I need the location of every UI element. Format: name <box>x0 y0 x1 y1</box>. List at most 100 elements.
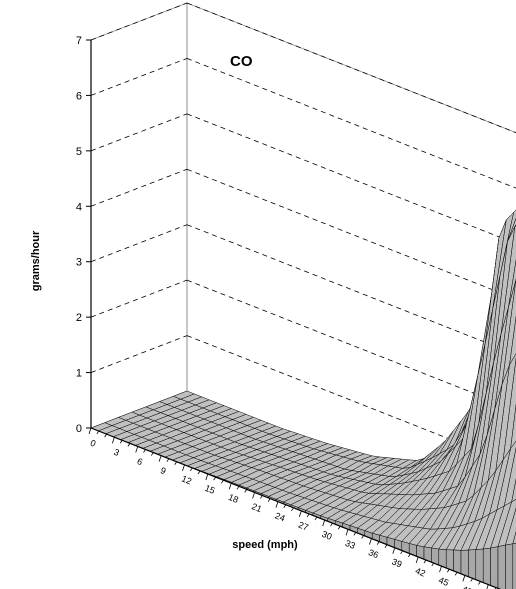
x-tick-label: 18 <box>227 492 240 505</box>
gridline-side <box>90 113 188 152</box>
x-tick-label: 39 <box>390 556 403 569</box>
x-tick-mark <box>470 578 474 582</box>
surface-front-face <box>460 549 469 578</box>
x-tick-label: 48 <box>461 584 474 589</box>
y-axis-label: grams/hour <box>30 230 42 291</box>
x-tick-label: 42 <box>414 566 427 579</box>
x-tick-mark <box>322 519 326 527</box>
x-tick-label: 12 <box>180 474 193 487</box>
x-tick-mark <box>213 476 216 481</box>
surface-front-face <box>505 543 514 589</box>
x-tick-mark <box>400 550 403 555</box>
x-tick-mark <box>236 486 240 490</box>
x-tick-mark <box>104 433 107 438</box>
x-tick-mark <box>408 553 411 558</box>
surface-cell <box>510 403 516 450</box>
x-tick-mark <box>135 446 139 453</box>
x-tick-mark <box>478 581 481 585</box>
x-tick-mark <box>446 569 450 573</box>
x-tick-mark <box>88 427 92 435</box>
x-tick-mark <box>462 575 466 582</box>
gridline-side <box>90 168 188 207</box>
x-tick-mark <box>111 437 115 444</box>
surface-cell <box>512 531 516 545</box>
x-tick-mark <box>330 522 333 527</box>
x-tick-label: 0 <box>89 438 97 449</box>
x-tick-mark <box>244 489 248 493</box>
x-tick-label: 30 <box>320 529 333 542</box>
x-tick-mark <box>306 513 310 518</box>
x-tick-mark <box>494 587 497 589</box>
gridline-back <box>186 2 516 134</box>
x-tick-mark <box>486 584 489 589</box>
x-tick-label: 21 <box>250 501 263 514</box>
x-tick-mark <box>96 430 100 435</box>
x-tick-mark <box>260 495 263 499</box>
x-tick-mark <box>283 504 287 508</box>
y-tick-label: 5 <box>76 146 82 158</box>
y-tick-label: 4 <box>76 201 82 213</box>
surface-front-face <box>468 549 477 581</box>
x-tick-mark <box>376 541 380 545</box>
y-tick-label: 0 <box>76 423 82 435</box>
x-tick-label: 3 <box>112 447 120 458</box>
x-tick-mark <box>275 501 279 508</box>
x-tick-label: 27 <box>297 520 310 533</box>
x-tick-mark <box>166 458 170 462</box>
surface-front-face <box>482 547 491 586</box>
gridline-back <box>186 113 516 244</box>
y-tick-label: 2 <box>76 312 82 324</box>
x-tick-mark <box>337 526 341 530</box>
gridline-back <box>186 224 516 355</box>
x-tick-mark <box>267 498 271 502</box>
x-tick-mark <box>415 556 419 564</box>
side-wall <box>90 2 188 429</box>
y-tick-label: 7 <box>76 35 82 47</box>
y-tick-label: 3 <box>76 257 82 269</box>
gridline-side <box>90 58 188 96</box>
surface <box>90 209 516 589</box>
surface-front-face <box>497 544 506 589</box>
x-tick-label: 6 <box>136 456 144 467</box>
x-tick-label: 24 <box>274 510 287 523</box>
x-tick-mark <box>353 532 357 536</box>
x-tick-label: 33 <box>344 538 357 551</box>
gridline-side <box>90 335 188 373</box>
x-tick-mark <box>189 467 193 472</box>
y-tick-label: 1 <box>76 368 82 380</box>
surface-front-face <box>453 549 462 575</box>
x-tick-mark <box>454 572 458 576</box>
x-tick-mark <box>439 566 442 573</box>
x-tick-mark <box>392 547 396 554</box>
surface-cell <box>511 478 516 503</box>
x-tick-mark <box>369 538 372 545</box>
x-tick-mark <box>174 461 178 465</box>
x-tick-mark <box>197 470 201 475</box>
surface-front-face <box>475 548 484 583</box>
x-axis-label: speed (mph) <box>232 539 298 551</box>
y-tick-label: 6 <box>76 90 82 102</box>
gridline-back <box>186 58 516 189</box>
x-tick-mark <box>431 562 435 567</box>
surface-front-face <box>490 546 499 589</box>
x-tick-label: 15 <box>203 483 216 496</box>
x-tick-mark <box>345 529 349 536</box>
gridline-side <box>90 279 188 318</box>
x-tick-mark <box>384 544 388 548</box>
x-tick-mark <box>182 464 185 471</box>
x-tick-mark <box>314 516 318 521</box>
x-tick-mark <box>205 473 209 481</box>
x-tick-mark <box>228 483 232 490</box>
x-tick-mark <box>221 479 224 484</box>
x-tick-mark <box>127 443 131 447</box>
x-tick-mark <box>143 449 146 453</box>
surface-front-face <box>512 543 516 589</box>
surface-front-face <box>445 549 454 572</box>
x-tick-label: 9 <box>159 465 167 476</box>
x-tick-labels: 0369121518212427303336394245485154 <box>88 427 497 589</box>
x-tick-mark <box>158 455 162 462</box>
x-tick-mark <box>291 507 294 512</box>
x-tick-mark <box>252 492 255 499</box>
gridline-back <box>186 168 516 300</box>
